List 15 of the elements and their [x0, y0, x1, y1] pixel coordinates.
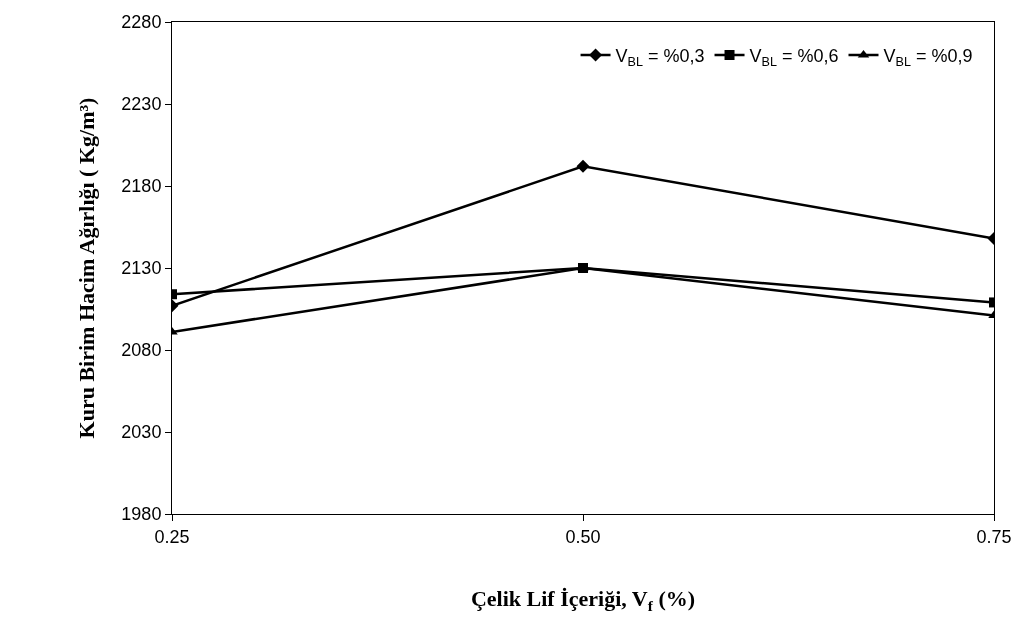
legend-label: V$_{BL}$ = %0,6 — [749, 45, 839, 69]
y-tick-label: 2180 — [121, 176, 162, 197]
x-tick-label: 0.75 — [976, 526, 1012, 547]
legend-label: V$_{BL}$ = %0,3 — [615, 45, 705, 69]
y-axis-title: Kuru Birim Hacim Ağırlığı ( Kg/m³) — [74, 97, 100, 439]
x-tick-label: 0.50 — [565, 526, 601, 547]
y-tick-label: 2030 — [121, 422, 162, 443]
y-tick-label: 2230 — [121, 94, 162, 115]
x-tick-label: 0.25 — [154, 526, 190, 547]
legend-label: V$_{BL}$ = %0,9 — [883, 45, 973, 69]
y-tick-label: 1980 — [121, 504, 162, 525]
y-tick-label: 2130 — [121, 258, 162, 279]
x-axis-title: Çelik Lif İçeriği, V$_{f}$ (%) — [470, 586, 696, 615]
y-tick-label: 2280 — [121, 12, 162, 33]
y-tick-label: 2080 — [121, 340, 162, 361]
